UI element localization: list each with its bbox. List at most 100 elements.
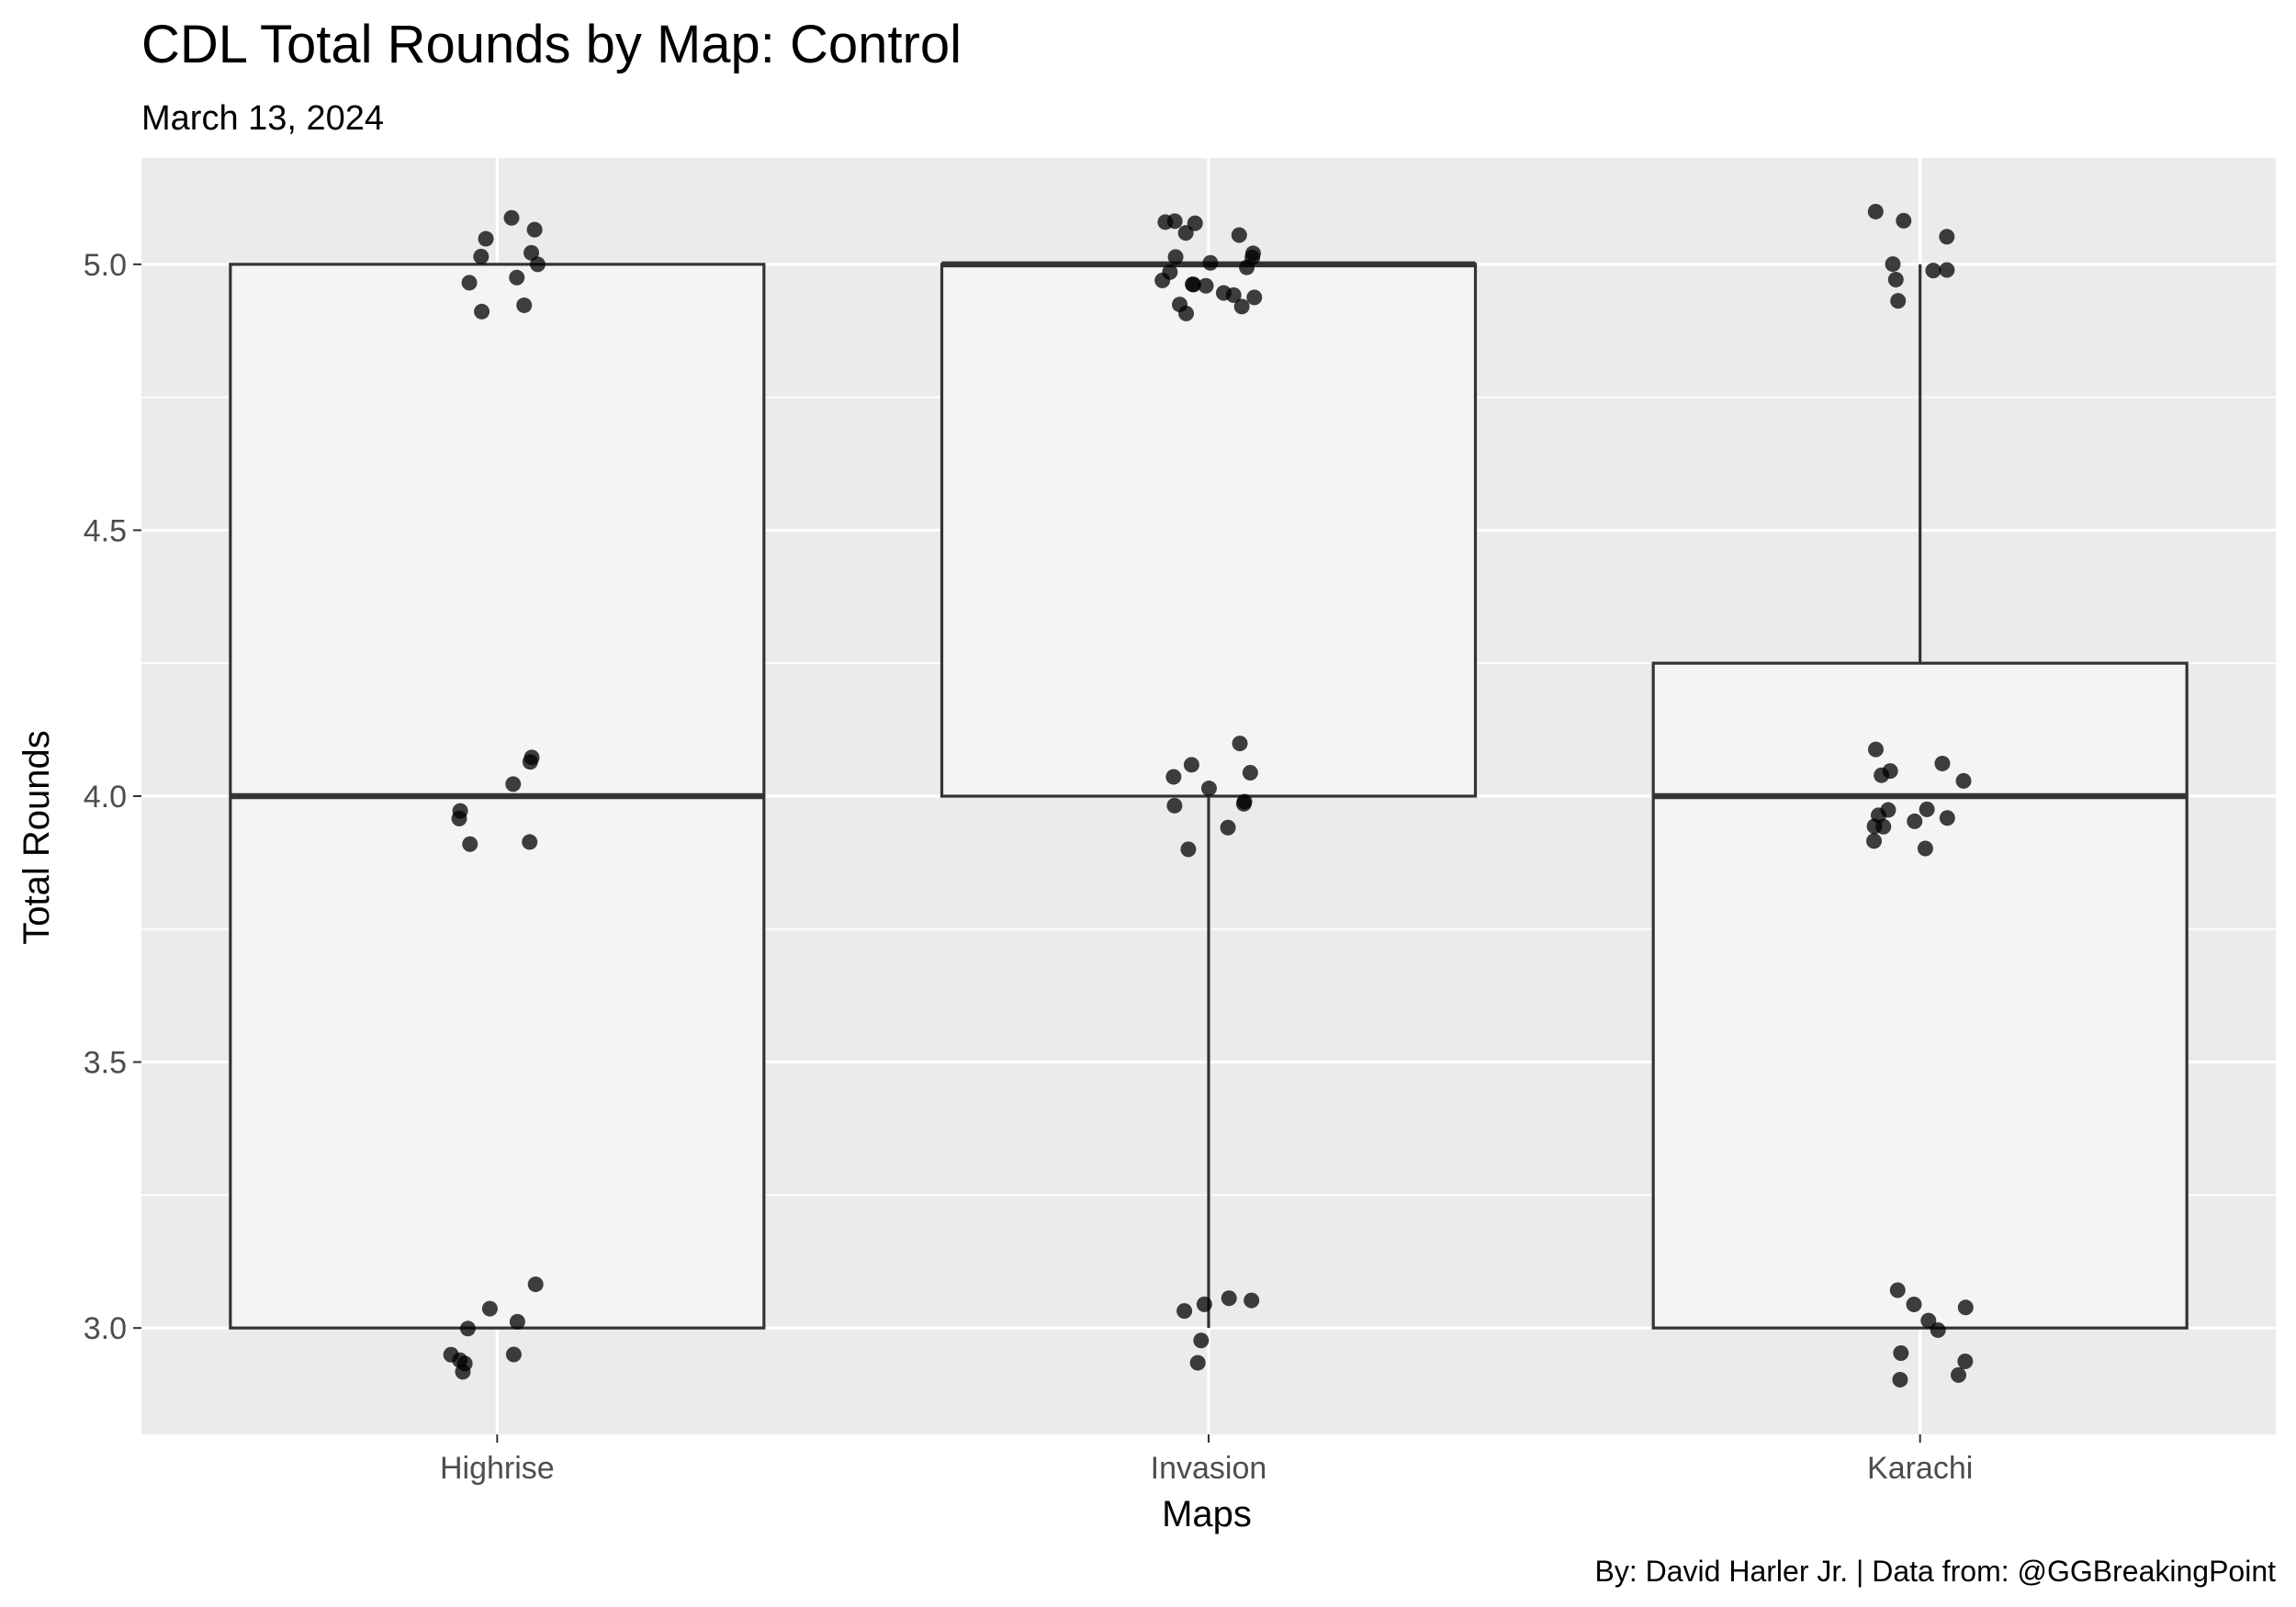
data-point-karachi <box>1920 1312 1937 1329</box>
data-point-invasion <box>1242 764 1258 781</box>
data-point-highrise <box>452 803 468 819</box>
x-tick-label: Highrise <box>440 1451 555 1486</box>
data-point-invasion <box>1202 254 1219 271</box>
data-point-karachi <box>1866 818 1883 835</box>
data-point-karachi <box>1867 741 1884 758</box>
data-point-karachi <box>1896 212 1912 229</box>
data-point-karachi <box>1880 802 1896 818</box>
data-point-highrise <box>523 749 540 766</box>
y-axis: 3.0 3.5 4.0 4.5 5.0 <box>84 248 141 1346</box>
boxplot-karachi <box>1651 264 2189 1330</box>
data-point-invasion <box>1215 285 1232 301</box>
boxplot-highrise <box>229 263 766 1330</box>
data-point-highrise <box>529 256 546 273</box>
data-point-invasion <box>1166 797 1183 814</box>
data-point-highrise <box>462 836 478 852</box>
y-tick-label: 3.5 <box>84 1046 127 1081</box>
x-tick-label: Invasion <box>1151 1451 1267 1486</box>
data-point-highrise <box>509 1313 525 1330</box>
chart-title: CDL Total Rounds by Map: Control <box>141 15 962 74</box>
data-point-karachi <box>1874 767 1890 783</box>
y-tick-label: 4.5 <box>84 513 127 548</box>
chart-caption: By: David Harler Jr. | Data from: @GGBre… <box>1595 1555 2277 1588</box>
data-point-highrise <box>505 1346 522 1363</box>
data-point-invasion <box>1196 1296 1212 1312</box>
data-point-highrise <box>509 269 525 286</box>
data-point-highrise <box>522 834 538 850</box>
data-point-invasion <box>1177 225 1194 242</box>
data-point-invasion <box>1154 272 1171 288</box>
data-point-invasion <box>1193 1332 1210 1349</box>
boxplots <box>229 261 2189 1330</box>
data-point-invasion <box>1220 819 1236 836</box>
data-point-karachi <box>1889 1282 1906 1298</box>
data-point-karachi <box>1893 1344 1909 1361</box>
data-point-karachi <box>1867 203 1884 219</box>
data-point-karachi <box>1930 1321 1946 1338</box>
x-axis-title: Maps <box>1162 1494 1252 1534</box>
data-point-karachi <box>1892 1371 1908 1388</box>
data-point-invasion <box>1176 1303 1193 1320</box>
data-point-karachi <box>1951 1366 1967 1383</box>
data-point-karachi <box>1955 772 1972 789</box>
data-point-karachi <box>1939 810 1955 826</box>
data-point-karachi <box>1939 229 1955 245</box>
box-iqr <box>1651 661 2189 1330</box>
data-point-highrise <box>474 303 490 320</box>
data-point-highrise <box>461 275 478 291</box>
box-iqr <box>940 263 1478 798</box>
data-point-highrise <box>443 1346 459 1363</box>
data-point-highrise <box>505 776 522 792</box>
data-point-highrise <box>526 221 543 238</box>
data-point-highrise <box>459 1320 476 1337</box>
chart-subtitle: March 13, 2024 <box>141 99 384 138</box>
data-point-invasion <box>1187 215 1203 231</box>
data-point-invasion <box>1232 736 1248 752</box>
data-point-invasion <box>1165 769 1182 785</box>
y-tick-label: 5.0 <box>84 248 127 283</box>
jitter-points <box>443 203 1974 1388</box>
y-tick-label: 3.0 <box>84 1311 127 1346</box>
y-axis-title: Total Rounds <box>17 730 57 944</box>
data-point-invasion <box>1231 227 1247 243</box>
data-point-karachi <box>1925 263 1941 279</box>
data-point-invasion <box>1180 841 1197 858</box>
data-point-karachi <box>1866 833 1883 849</box>
data-point-karachi <box>1957 1299 1974 1316</box>
data-point-highrise <box>481 1300 498 1317</box>
data-point-highrise <box>503 209 520 226</box>
data-point-highrise <box>473 248 490 264</box>
data-point-karachi <box>1919 801 1935 817</box>
data-point-invasion <box>1244 1292 1260 1309</box>
data-point-invasion <box>1183 757 1199 773</box>
data-point-invasion <box>1198 277 1214 294</box>
data-point-highrise <box>527 1276 544 1293</box>
data-point-karachi <box>1890 293 1907 309</box>
data-point-karachi <box>1934 755 1951 771</box>
data-point-karachi <box>1885 256 1901 273</box>
data-point-highrise <box>523 244 540 261</box>
data-point-invasion <box>1246 289 1263 306</box>
data-point-invasion <box>1233 298 1250 315</box>
x-tick-label: Karachi <box>1867 1451 1973 1486</box>
data-point-invasion <box>1167 249 1184 265</box>
data-point-invasion <box>1235 795 1252 812</box>
data-point-invasion <box>1244 249 1261 265</box>
data-point-karachi <box>1887 272 1904 288</box>
data-point-invasion <box>1200 781 1217 797</box>
data-point-karachi <box>1939 262 1955 278</box>
data-point-highrise <box>456 1355 473 1372</box>
data-point-invasion <box>1186 276 1202 293</box>
data-point-karachi <box>1907 813 1923 829</box>
data-point-highrise <box>516 297 533 313</box>
x-axis: Highrise Invasion Karachi <box>440 1434 1973 1486</box>
y-tick-label: 4.0 <box>84 780 127 815</box>
data-point-karachi <box>1917 840 1933 857</box>
data-point-invasion <box>1189 1354 1206 1371</box>
data-point-invasion <box>1157 214 1174 230</box>
data-point-highrise <box>478 230 494 247</box>
data-point-invasion <box>1178 305 1195 321</box>
data-point-invasion <box>1221 1290 1237 1307</box>
data-point-karachi <box>1906 1297 1922 1313</box>
